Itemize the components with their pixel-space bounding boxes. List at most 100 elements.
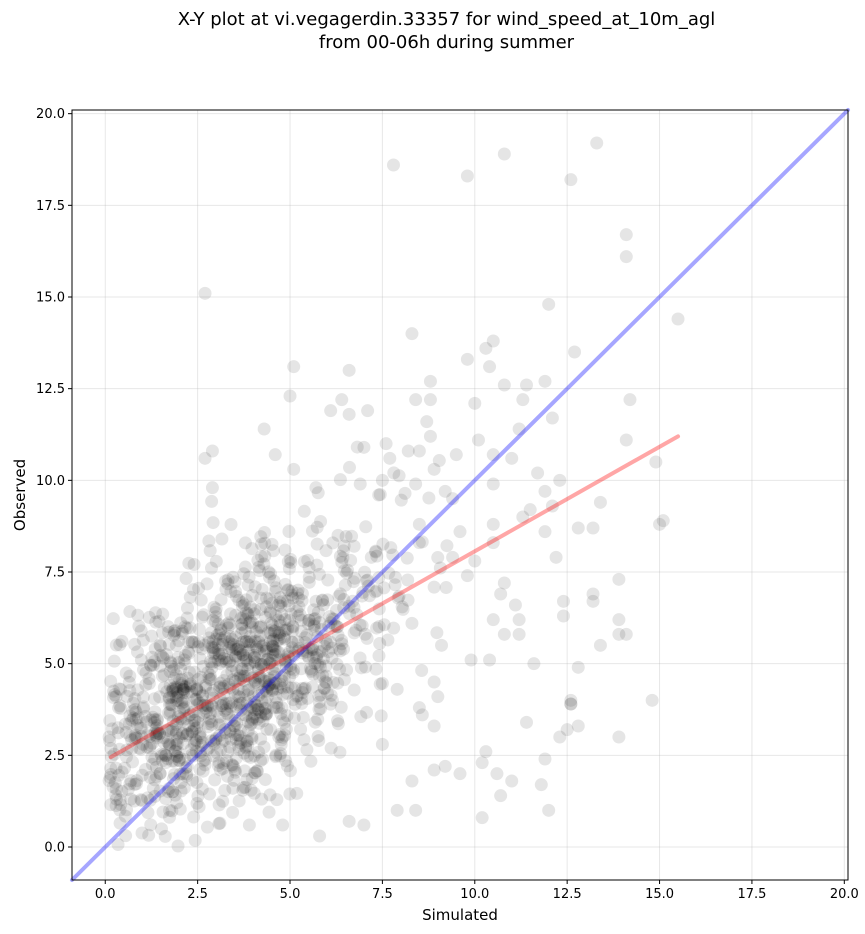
scatter-point bbox=[129, 705, 143, 719]
scatter-point bbox=[148, 642, 162, 656]
scatter-point bbox=[214, 622, 228, 636]
scatter-point bbox=[248, 603, 262, 617]
scatter-point bbox=[383, 451, 397, 465]
scatter-point bbox=[309, 481, 323, 495]
scatter-point bbox=[181, 727, 195, 741]
grid-lines bbox=[72, 110, 848, 880]
scatter-point bbox=[273, 618, 287, 632]
scatter-point bbox=[134, 793, 148, 807]
scatter-point bbox=[257, 422, 271, 436]
scatter-point bbox=[251, 663, 265, 677]
scatter-point bbox=[520, 378, 534, 392]
scatter-point bbox=[165, 698, 179, 712]
scatter-point bbox=[114, 682, 128, 696]
scatter-point bbox=[313, 670, 327, 684]
scatter-point bbox=[571, 521, 585, 535]
scatter-point bbox=[244, 635, 258, 649]
scatter-point bbox=[132, 619, 146, 633]
scatter-point bbox=[175, 714, 189, 728]
scatter-point bbox=[256, 638, 270, 652]
scatter-point bbox=[240, 696, 254, 710]
scatter-point bbox=[187, 714, 201, 728]
scatter-point bbox=[134, 653, 148, 667]
scatter-point bbox=[122, 716, 136, 730]
scatter-point bbox=[193, 727, 207, 741]
scatter-point bbox=[271, 626, 285, 640]
scatter-point bbox=[150, 724, 164, 738]
scatter-point bbox=[149, 606, 163, 620]
scatter-point bbox=[313, 829, 327, 843]
scatter-point bbox=[135, 730, 149, 744]
scatter-point bbox=[431, 551, 445, 565]
scatter-point bbox=[165, 684, 179, 698]
scatter-point bbox=[182, 556, 196, 570]
scatter-point bbox=[162, 724, 176, 738]
scatter-point bbox=[290, 604, 304, 618]
scatter-point bbox=[194, 731, 208, 745]
scatter-point bbox=[235, 596, 249, 610]
scatter-point bbox=[294, 662, 308, 676]
scatter-point bbox=[254, 705, 268, 719]
scatter-point bbox=[196, 660, 210, 674]
scatter-point bbox=[388, 570, 402, 584]
scatter-point bbox=[322, 619, 336, 633]
scatter-point bbox=[142, 672, 156, 686]
scatter-point bbox=[241, 683, 255, 697]
scatter-point bbox=[283, 764, 297, 778]
scatter-point bbox=[241, 739, 255, 753]
scatter-point bbox=[337, 593, 351, 607]
scatter-point bbox=[216, 794, 230, 808]
scatter-point bbox=[230, 716, 244, 730]
scatter-point bbox=[304, 754, 318, 768]
scatter-point bbox=[194, 593, 208, 607]
scatter-point bbox=[104, 750, 118, 764]
scatter-point bbox=[166, 723, 180, 737]
scatter-point bbox=[253, 646, 267, 660]
scatter-point bbox=[228, 575, 242, 589]
scatter-point bbox=[213, 649, 227, 663]
scatter-point bbox=[333, 662, 347, 676]
scatter-point bbox=[204, 672, 218, 686]
scatter-point bbox=[307, 619, 321, 633]
scatter-point bbox=[224, 585, 238, 599]
scatter-point bbox=[263, 656, 277, 670]
scatter-point bbox=[198, 753, 212, 767]
scatter-point bbox=[302, 651, 316, 665]
scatter-point bbox=[201, 666, 215, 680]
scatter-point bbox=[198, 698, 212, 712]
scatter-point bbox=[309, 594, 323, 608]
scatter-point bbox=[295, 594, 309, 608]
scatter-point bbox=[623, 393, 637, 407]
scatter-point bbox=[427, 719, 441, 733]
scatter-point bbox=[266, 639, 280, 653]
scatter-point bbox=[512, 613, 526, 627]
scatter-point bbox=[248, 707, 262, 721]
scatter-point bbox=[213, 692, 227, 706]
scatter-point bbox=[205, 444, 219, 458]
scatter-point bbox=[250, 642, 264, 656]
scatter-point bbox=[254, 621, 268, 635]
scatter-point bbox=[316, 669, 330, 683]
scatter-point bbox=[109, 799, 123, 813]
scatter-point bbox=[273, 653, 287, 667]
scatter-point bbox=[245, 713, 259, 727]
scatter-point bbox=[307, 603, 321, 617]
scatter-point bbox=[248, 766, 262, 780]
scatter-point bbox=[124, 792, 138, 806]
scatter-point bbox=[453, 525, 467, 539]
scatter-point bbox=[331, 528, 345, 542]
scatter-point bbox=[105, 722, 119, 736]
scatter-point bbox=[372, 571, 386, 585]
scatter-point bbox=[356, 585, 370, 599]
scatter-point bbox=[571, 660, 585, 674]
scatter-point bbox=[479, 341, 493, 355]
scatter-point bbox=[281, 555, 295, 569]
scatter-point bbox=[331, 676, 345, 690]
scatter-point bbox=[250, 712, 264, 726]
scatter-point bbox=[221, 573, 235, 587]
scatter-point bbox=[281, 622, 295, 636]
scatter-point bbox=[221, 769, 235, 783]
scatter-point bbox=[144, 659, 158, 673]
scatter-point bbox=[231, 728, 245, 742]
